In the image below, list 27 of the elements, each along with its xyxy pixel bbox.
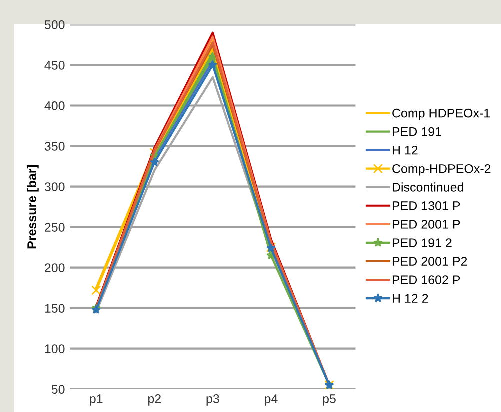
y-tick-label: 300: [44, 182, 65, 192]
x-tick-label: p3: [206, 394, 220, 406]
legend-label: Comp HDPEOx-1: [392, 108, 490, 120]
x-tick-label: p4: [265, 394, 278, 406]
x-tick-label: p2: [148, 394, 161, 406]
y-tick-label: 400: [44, 102, 65, 110]
legend-label: PED 191: [392, 127, 442, 136]
y-tick-label: 150: [45, 304, 65, 313]
legend-label: Comp-HDPEOx-2: [392, 164, 491, 176]
legend-label: PED 1301 P: [392, 202, 460, 210]
y-axis-title: Pressure [bar]: [27, 165, 39, 249]
y-tick-label: 450: [44, 61, 65, 70]
legend-label: PED 191 2: [392, 238, 452, 248]
legend-label: H 12: [392, 146, 418, 155]
legend-label: PED 2001 P: [392, 220, 460, 229]
y-tick-label: 350: [44, 142, 65, 151]
x-tick-label: p1: [90, 394, 103, 406]
legend-label: PED 1602 P: [392, 276, 460, 284]
x-tick-label: p5: [323, 394, 336, 406]
legend-label: Discontinued: [392, 182, 464, 192]
legend-label: PED 2001 P2: [392, 257, 468, 266]
y-tick-label: 200: [45, 264, 65, 272]
legend-label: H 12 2: [392, 294, 428, 303]
y-tick-label: 50: [52, 385, 65, 394]
y-tick-label: 500: [44, 20, 65, 30]
y-tick-label: 250: [45, 223, 65, 232]
y-tick-label: 100: [45, 344, 65, 354]
